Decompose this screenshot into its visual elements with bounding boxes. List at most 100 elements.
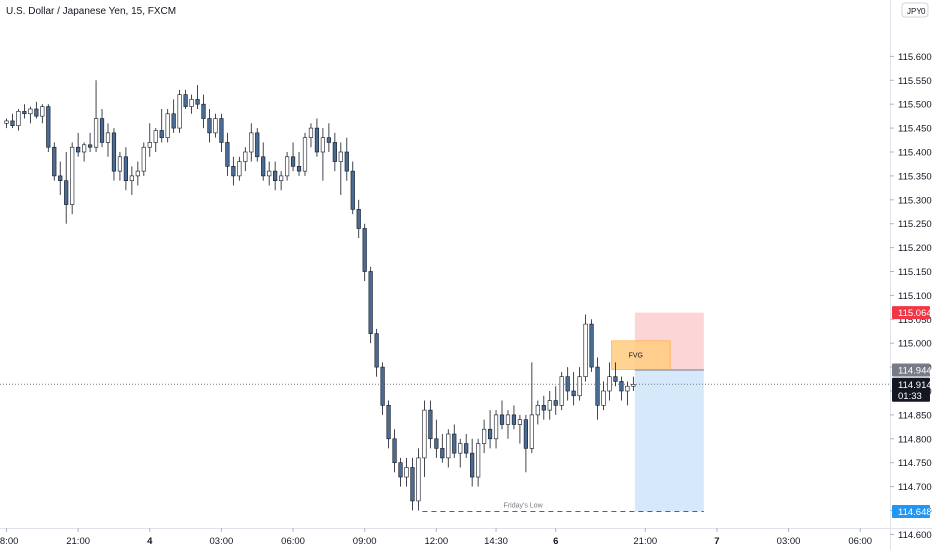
candle-up	[577, 376, 582, 397]
candle-down	[595, 366, 600, 406]
candle-up	[147, 142, 152, 148]
candle-down	[207, 118, 212, 134]
candle-up	[625, 385, 630, 392]
candle-down	[344, 151, 349, 172]
candle-up	[601, 390, 606, 406]
candle-down	[523, 419, 528, 449]
candle-up	[493, 414, 499, 440]
candle-down	[487, 428, 493, 440]
candle-down	[541, 405, 546, 411]
take-profit-zone	[634, 369, 704, 512]
candle-down	[511, 414, 517, 425]
candle-down	[99, 118, 105, 143]
time-tick-label: 14:30	[484, 536, 508, 547]
price-tick-label: 114.700	[898, 482, 932, 493]
currency-label: JPY	[907, 7, 922, 16]
candle-up	[129, 175, 134, 181]
candle-up	[302, 137, 308, 172]
candle-up	[308, 127, 314, 138]
time-tick-label: 21:00	[633, 536, 657, 547]
price-tick-label: 114.750	[898, 458, 932, 469]
candle-down	[553, 400, 558, 406]
candle-down	[290, 156, 296, 167]
candles-layer	[4, 80, 636, 511]
candle-down	[326, 137, 331, 143]
candle-down	[22, 111, 27, 115]
candle-up	[243, 151, 248, 162]
candle-down	[46, 106, 51, 148]
candle-down	[296, 166, 302, 172]
time-tick-label: 18:00	[0, 536, 18, 547]
price-tick-label: 115.300	[898, 195, 932, 206]
candle-down	[374, 333, 379, 368]
candle-up	[82, 144, 87, 153]
time-tick-label: 03:00	[210, 536, 234, 547]
candle-up	[135, 170, 140, 177]
candle-down	[261, 156, 266, 177]
candle-down	[273, 170, 278, 181]
candle-up	[4, 120, 9, 124]
candle-up	[481, 428, 487, 444]
time-tick-label: 06:00	[281, 536, 305, 547]
target-price-tag-value: 114.648	[898, 507, 932, 518]
stop-price-tag-value: 115.064	[898, 308, 932, 319]
candle-up	[547, 400, 552, 411]
candle-down	[87, 144, 93, 148]
candle-up	[529, 414, 534, 449]
current-price-tag-value: 114.914	[898, 380, 932, 391]
price-tick-label: 114.600	[898, 530, 932, 541]
candle-up	[607, 376, 612, 392]
candle-down	[565, 376, 570, 392]
chart-title: U.S. Dollar / Japanese Yen, 15, FXCM	[6, 6, 176, 17]
candle-down	[111, 132, 117, 172]
price-tick-label: 115.400	[898, 148, 932, 159]
candle-down	[428, 409, 433, 440]
current-price-tag-countdown: 01:33	[898, 391, 922, 402]
candle-up	[631, 384, 636, 387]
candle-up	[165, 113, 170, 138]
stop-price-tag-bg	[892, 306, 930, 320]
time-tick-label: 7	[714, 536, 719, 547]
time-tick-label: 09:00	[353, 536, 377, 547]
currency-badge[interactable]: JPY 0	[901, 2, 929, 18]
candle-up	[16, 111, 21, 127]
candle-up	[320, 137, 326, 153]
price-tick-label: 115.250	[898, 219, 932, 230]
currency-value: 0	[921, 7, 926, 16]
candle-up	[476, 443, 481, 478]
candle-up	[535, 405, 540, 416]
candle-down	[613, 376, 618, 382]
fridays-low-label: Friday's Low	[504, 502, 544, 509]
candle-down	[58, 175, 63, 181]
candle-up	[141, 146, 146, 172]
time-tick-label: 21:00	[66, 536, 90, 547]
price-tick-label: 115.000	[898, 339, 932, 350]
candle-down	[362, 228, 367, 272]
candle-down	[589, 323, 594, 368]
candle-up	[105, 132, 111, 143]
candle-up	[177, 94, 182, 129]
candle-up	[237, 161, 242, 177]
candle-up	[404, 467, 409, 478]
candle-down	[314, 127, 320, 153]
candle-down	[76, 146, 81, 153]
price-tick-label: 115.600	[898, 52, 932, 63]
price-tick-label: 115.550	[898, 76, 932, 87]
candle-up	[505, 414, 511, 425]
candle-down	[255, 132, 260, 158]
background-layer	[0, 312, 890, 512]
candle-down	[201, 103, 206, 119]
candle-up	[213, 118, 218, 134]
price-tick-label: 115.350	[898, 171, 932, 182]
candle-up	[422, 409, 427, 459]
price-tick-label: 115.500	[898, 100, 932, 111]
candle-up	[517, 419, 523, 425]
candle-down	[64, 180, 69, 205]
candle-down	[410, 467, 415, 502]
price-tick-label: 115.100	[898, 291, 932, 302]
price-tick-label: 115.450	[898, 124, 932, 135]
entry-price-tag-bg	[892, 363, 930, 377]
candle-up	[279, 175, 284, 181]
